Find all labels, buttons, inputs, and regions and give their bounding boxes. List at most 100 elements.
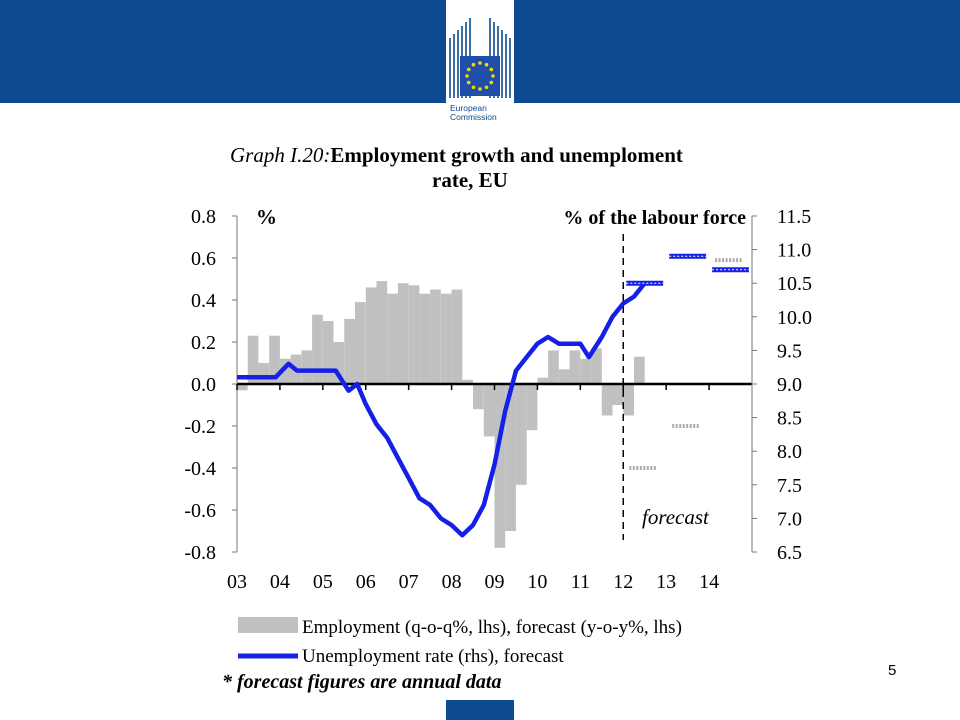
x-tick-label: 14 xyxy=(699,571,719,593)
right-tick-label: 9.5 xyxy=(777,340,802,362)
employment-bar xyxy=(612,384,624,405)
x-tick-label: 03 xyxy=(227,571,247,593)
employment-bar xyxy=(483,384,495,437)
employment-bar xyxy=(580,358,591,384)
employment-bar xyxy=(494,384,506,548)
employment-bar xyxy=(548,350,559,384)
eu-star-icon xyxy=(491,74,495,78)
right-tick-label: 11.0 xyxy=(777,240,811,262)
right-axis-unit: % of the labour force xyxy=(563,207,746,229)
right-tick-label: 9.0 xyxy=(777,374,802,396)
left-tick-label: -0.8 xyxy=(184,542,216,564)
x-tick-label: 04 xyxy=(270,571,290,593)
employment-bar xyxy=(312,314,323,384)
title-line1: Employment growth and unemploment xyxy=(330,143,683,167)
left-tick-label: 0.4 xyxy=(191,290,216,312)
employment-bar xyxy=(397,283,409,384)
x-tick-label: 13 xyxy=(656,571,676,593)
bottom-tab xyxy=(446,700,514,720)
logo-text: European Commission xyxy=(450,104,497,122)
building-logo-icon xyxy=(446,0,514,131)
employment-bar xyxy=(237,384,248,391)
x-tick-label: 09 xyxy=(485,571,505,593)
employment-bar xyxy=(247,335,259,384)
left-tick-label: 0.0 xyxy=(191,374,216,396)
x-tick-label: 07 xyxy=(399,571,419,593)
employment-bar xyxy=(269,335,280,384)
employment-bar xyxy=(419,293,431,384)
x-tick-label: 05 xyxy=(313,571,333,593)
employment-bar xyxy=(601,384,613,416)
left-axis-unit: % xyxy=(256,205,277,229)
employment-bar xyxy=(558,369,570,384)
eu-star-icon xyxy=(471,62,476,67)
eu-star-icon xyxy=(478,87,482,91)
european-commission-logo xyxy=(446,0,514,131)
employment-bar xyxy=(258,363,270,384)
eu-star-icon xyxy=(484,62,489,67)
legend-employment-swatch xyxy=(238,617,298,633)
employment-bar xyxy=(322,321,334,384)
left-tick-label: 0.6 xyxy=(191,248,216,270)
right-tick-label: 8.0 xyxy=(777,441,802,463)
right-tick-label: 10.0 xyxy=(777,307,812,329)
eu-star-icon xyxy=(465,74,469,78)
unemployment-line xyxy=(237,281,647,538)
footnote: * forecast figures are annual data xyxy=(222,671,501,693)
employment-bar xyxy=(376,281,388,384)
employment-bar xyxy=(451,289,463,384)
employment-bar xyxy=(505,384,516,531)
employment-bar xyxy=(387,293,398,384)
employment-bar xyxy=(462,379,473,384)
eu-star-icon xyxy=(466,80,471,85)
left-tick-label: -0.4 xyxy=(184,458,216,480)
employment-bar xyxy=(344,318,355,384)
page-number: 5 xyxy=(888,662,897,679)
forecast-label: forecast xyxy=(642,505,710,529)
eu-star-icon xyxy=(489,67,494,72)
employment-bar xyxy=(569,350,581,384)
employment-bar xyxy=(473,384,484,410)
employment-bar xyxy=(430,289,441,384)
employment-bar xyxy=(591,348,602,384)
employment-bar xyxy=(526,384,538,431)
x-tick-label: 12 xyxy=(613,571,633,593)
right-tick-label: 7.5 xyxy=(777,475,802,497)
right-tick-label: 11.5 xyxy=(777,206,811,228)
legend-unemployment-label: Unemployment rate (rhs), forecast xyxy=(302,646,564,667)
employment-bar xyxy=(634,356,645,384)
employment-bar xyxy=(333,342,345,384)
left-tick-label: 0.8 xyxy=(191,206,216,228)
chart-title: Graph I.20:Employment growth and unemplo… xyxy=(230,143,750,193)
right-tick-label: 10.5 xyxy=(777,273,812,295)
employment-bar xyxy=(623,384,634,416)
employment-bar xyxy=(516,384,527,485)
eu-star-icon xyxy=(484,85,489,90)
employment-bar xyxy=(301,350,313,384)
employment-bar xyxy=(355,302,366,384)
x-tick-label: 06 xyxy=(356,571,376,593)
logo-line1: European xyxy=(450,103,487,113)
eu-star-icon xyxy=(478,61,482,65)
title-prefix: Graph I.20: xyxy=(230,143,331,167)
employment-bar xyxy=(279,358,291,384)
left-tick-label: 0.2 xyxy=(191,332,216,354)
employment-bar xyxy=(440,293,452,384)
right-tick-label: 7.0 xyxy=(777,508,802,530)
eu-star-icon xyxy=(471,85,476,90)
employment-bar xyxy=(408,285,420,384)
left-tick-label: -0.6 xyxy=(184,500,216,522)
x-tick-label: 11 xyxy=(571,571,590,593)
right-tick-label: 6.5 xyxy=(777,542,802,564)
x-tick-label: 08 xyxy=(442,571,462,593)
eu-star-icon xyxy=(466,67,471,72)
employment-bar xyxy=(365,287,377,384)
left-tick-label: -0.2 xyxy=(184,416,216,438)
legend-employment-label: Employment (q-o-q%, lhs), forecast (y-o-… xyxy=(302,617,682,638)
eu-star-icon xyxy=(489,80,494,85)
x-tick-label: 10 xyxy=(527,571,547,593)
right-tick-label: 8.5 xyxy=(777,408,802,430)
employment-bar xyxy=(537,377,549,384)
logo-line2: Commission xyxy=(450,112,497,122)
